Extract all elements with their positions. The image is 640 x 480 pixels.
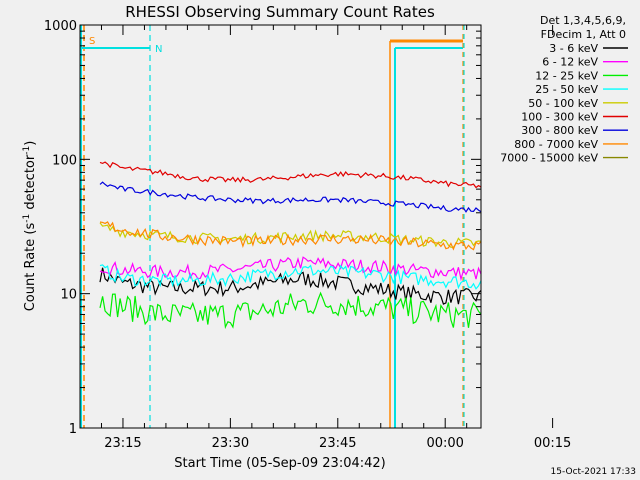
legend: Det 1,3,4,5,6,9, FDecim 1, Att 0 3 - 6 k… [500, 14, 628, 165]
legend-entry-label: 800 - 7000 keV [514, 138, 598, 151]
y-axis-label-part3: ) [23, 141, 38, 146]
y-tick-label: 100 [52, 153, 77, 168]
legend-entry-label: 100 - 300 keV [521, 111, 598, 124]
x-tick-label: 00:00 [426, 436, 463, 451]
series-line-0 [99, 267, 481, 305]
legend-entry-label: 6 - 12 keV [542, 56, 598, 69]
series-line-7 [99, 221, 481, 251]
y-tick-label: 1000 [44, 19, 77, 34]
plot-frame [79, 24, 482, 429]
y-axis-label-part2: detector [23, 154, 38, 214]
annotation-n: N [155, 44, 162, 55]
event-markers: SN [80, 25, 465, 428]
series-line-6 [99, 181, 481, 213]
x-tick-label: 23:30 [212, 436, 249, 451]
x-tick-label: 23:15 [104, 436, 141, 451]
legend-entry-label: 7000 - 15000 keV [500, 152, 598, 165]
x-axis-label: Start Time (05-Sep-09 23:04:42) [174, 456, 385, 471]
annotation-s: S [89, 36, 95, 47]
series-line-5 [99, 161, 481, 189]
series-line-3 [99, 264, 481, 290]
series-line-2 [99, 291, 481, 330]
y-axis: 1 10 100 1000 [44, 19, 481, 437]
legend-header-line2: FDecim 1, Att 0 [541, 28, 626, 41]
y-axis-label-sup2: -1 [22, 146, 32, 155]
x-tick-label: 23:45 [319, 436, 356, 451]
legend-entry-label: 12 - 25 keV [535, 69, 598, 82]
chart-title: RHESSI Observing Summary Count Rates [125, 3, 435, 21]
x-tick-label: 00:15 [534, 436, 571, 451]
y-axis-label-sup1: -1 [22, 214, 32, 223]
legend-entry-label: 25 - 50 keV [535, 83, 598, 96]
legend-entry-label: 300 - 800 keV [521, 124, 598, 137]
footer-date: 15-Oct-2021 17:33 [551, 467, 636, 477]
y-tick-label: 10 [60, 288, 77, 303]
legend-entry-label: 3 - 6 keV [549, 42, 598, 55]
y-axis-label: Count Rate (s-1 detector-1) [22, 141, 38, 312]
legend-header-line1: Det 1,3,4,5,6,9, [540, 14, 626, 27]
y-axis-label-part1: Count Rate (s [23, 223, 38, 312]
series-lines [99, 161, 481, 330]
y-tick-label: 1 [69, 422, 77, 437]
legend-entry-label: 50 - 100 keV [528, 97, 598, 110]
